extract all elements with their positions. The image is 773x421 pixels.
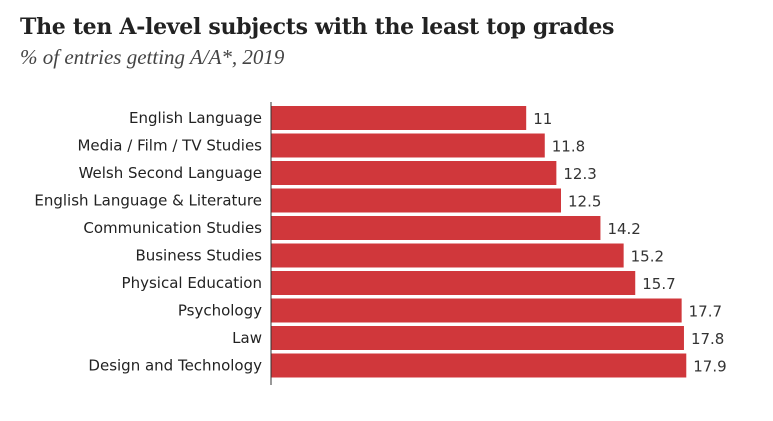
category-label: English Language xyxy=(129,109,262,127)
bar-2 xyxy=(271,161,557,185)
value-label: 15.7 xyxy=(642,275,675,293)
category-label: Business Studies xyxy=(135,247,262,265)
bar-0 xyxy=(271,106,527,130)
category-label: Law xyxy=(232,329,262,347)
value-label: 17.8 xyxy=(691,330,724,348)
bar-1 xyxy=(271,133,545,158)
category-label: Psychology xyxy=(178,302,262,320)
chart-title: The ten A-level subjects with the least … xyxy=(20,14,615,40)
value-label: 14.2 xyxy=(607,220,640,238)
value-label: 17.7 xyxy=(689,303,722,321)
bar-9 xyxy=(271,353,687,378)
value-label: 12.5 xyxy=(568,193,601,211)
value-label: 12.3 xyxy=(563,165,596,183)
value-label: 15.2 xyxy=(631,248,664,266)
category-label: Media / Film / TV Studies xyxy=(77,137,262,155)
category-label: English Language & Literature xyxy=(34,192,262,210)
bar-8 xyxy=(271,326,684,350)
chart-subtitle: % of entries getting A/A*, 2019 xyxy=(20,45,285,69)
category-label: Design and Technology xyxy=(88,357,262,375)
value-label: 17.9 xyxy=(693,358,726,376)
category-label: Communication Studies xyxy=(83,219,262,237)
bar-7 xyxy=(271,298,682,323)
bar-4 xyxy=(271,216,601,240)
category-label: Welsh Second Language xyxy=(79,164,262,182)
bar-3 xyxy=(271,188,561,213)
value-label: 11 xyxy=(533,110,552,128)
category-label: Physical Education xyxy=(122,274,262,292)
bar-5 xyxy=(271,243,624,268)
value-label: 11.8 xyxy=(552,138,585,156)
bar-6 xyxy=(271,271,636,295)
